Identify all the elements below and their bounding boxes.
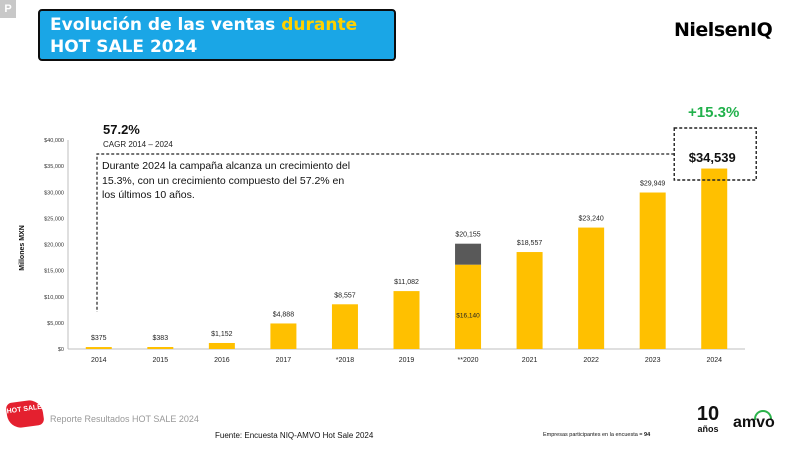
bar-value-label-highlight: $34,539 — [689, 150, 736, 165]
chart-note: Durante 2024 la campaña alcanza un creci… — [102, 160, 351, 201]
bar-value-label: $4,888 — [273, 311, 295, 318]
nielseniq-logo: NielsenIQ — [674, 19, 773, 41]
x-tick-label: 2022 — [583, 357, 599, 364]
bar — [85, 347, 112, 349]
bar-value-label: $1,152 — [211, 331, 233, 338]
x-tick-label: 2023 — [645, 357, 661, 364]
participants-value: 94 — [644, 432, 651, 438]
bar — [393, 291, 420, 349]
x-tick-label: 2014 — [91, 357, 107, 364]
ten-years-word: años — [697, 424, 719, 434]
bar-value-label: $8,557 — [334, 292, 356, 299]
bar-inner-label: $16,140 — [456, 313, 480, 320]
x-tick-label: *2018 — [336, 357, 354, 364]
page-title: Evolución de las ventas durante — [50, 14, 384, 36]
y-tick-label: $35,000 — [44, 164, 64, 170]
y-tick-label: $30,000 — [44, 190, 64, 196]
bar-value-label: $29,949 — [640, 181, 665, 188]
cagr-value: 57.2% — [103, 122, 140, 137]
footer-source: Fuente: Encuesta NIQ-AMVO Hot Sale 2024 — [215, 431, 374, 440]
bar-value-label: $375 — [91, 335, 107, 342]
y-tick-label: $10,000 — [44, 295, 64, 301]
growth-label: +15.3% — [688, 104, 740, 121]
footer-report-title: Reporte Resultados HOT SALE 2024 — [50, 414, 199, 424]
bar — [578, 227, 605, 349]
x-tick-label: 2024 — [706, 357, 722, 364]
bar — [701, 168, 728, 349]
bar — [147, 346, 174, 349]
title-part1: Evolución de las ventas — [50, 15, 282, 35]
y-tick-label: $20,000 — [44, 243, 64, 249]
page-title-line2: HOT SALE 2024 — [50, 37, 198, 57]
cagr-label: CAGR 2014 – 2024 — [103, 140, 173, 149]
bar-value-label: $20,155 — [455, 232, 480, 239]
bar-2020-top — [455, 243, 482, 265]
bar-value-label: $383 — [153, 335, 169, 342]
cagr-dashed-connector — [96, 153, 675, 312]
y-tick-label: $15,000 — [44, 269, 64, 275]
title-highlight: durante — [281, 15, 358, 35]
y-tick-label: $5,000 — [47, 321, 64, 327]
ten-years-number: 10 — [696, 403, 720, 425]
bar — [516, 252, 543, 349]
bar — [639, 192, 666, 349]
x-tick-label: 2016 — [214, 357, 230, 364]
ten-years-logo: 10 años — [691, 404, 725, 434]
amvo-logo: amvo — [733, 414, 775, 431]
bar — [331, 304, 358, 349]
corner-tag: P — [0, 0, 16, 18]
x-tick-label: **2020 — [458, 357, 479, 364]
y-tick-label: $0 — [58, 347, 64, 353]
x-tick-label: 2021 — [522, 357, 538, 364]
bar-2020-base — [455, 264, 482, 349]
bar — [270, 323, 297, 349]
y-axis-title: Millones MXN — [19, 225, 26, 271]
x-tick-label: 2017 — [276, 357, 292, 364]
y-tick-label: $25,000 — [44, 216, 64, 222]
participants-label: Empresas participantes en la encuesta = — [543, 432, 645, 438]
bar-value-label: $11,082 — [394, 279, 419, 286]
x-tick-label: 2015 — [153, 357, 169, 364]
amvo-arc-icon — [754, 410, 772, 420]
footer-participants: Empresas participantes en la encuesta = … — [543, 432, 650, 438]
bar-value-label: $23,240 — [578, 216, 603, 223]
bar-value-label: $18,557 — [517, 240, 542, 247]
bar — [208, 342, 235, 349]
title-box: Evolución de las ventas durante HOT SALE… — [38, 9, 396, 61]
x-tick-label: 2019 — [399, 357, 415, 364]
y-tick-label: $40,000 — [44, 138, 64, 144]
